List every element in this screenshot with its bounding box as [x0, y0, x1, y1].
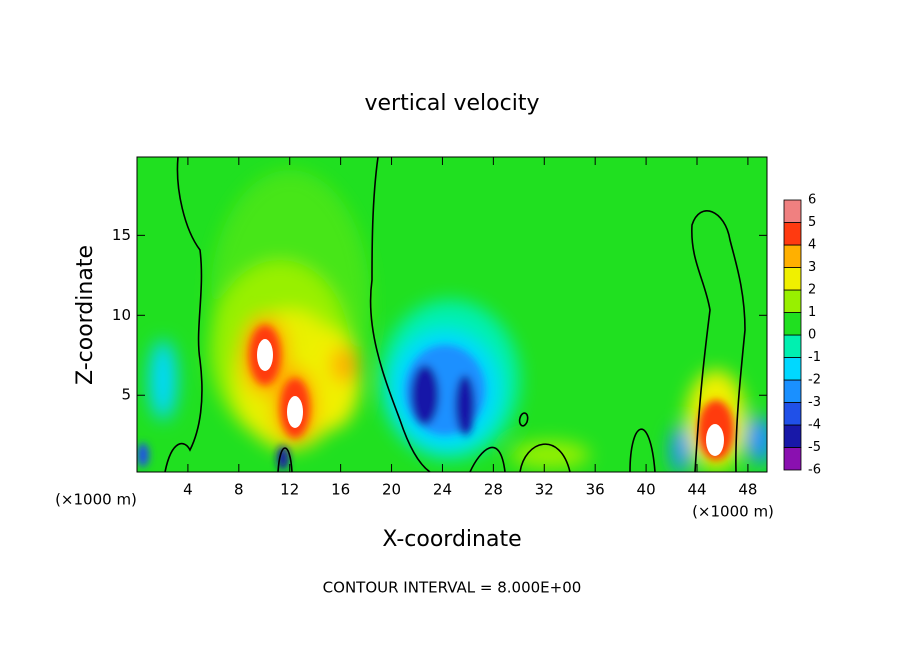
colorbar-segment — [783, 267, 802, 291]
colorbar-segment — [783, 402, 802, 426]
colorbar-segment — [783, 312, 802, 336]
x-tick-label: 28 — [484, 481, 503, 499]
colorbar-segment — [783, 447, 802, 471]
colorbar-segment — [783, 244, 802, 268]
colorbar-segment — [783, 357, 802, 381]
x-tick-label: 48 — [738, 481, 757, 499]
colorbar-label: 0 — [808, 328, 816, 343]
colorbar-label: 1 — [808, 305, 816, 320]
plot-frame — [136, 156, 768, 473]
colorbar-label: -6 — [808, 463, 821, 478]
colorbar-label: -1 — [808, 350, 821, 365]
colorbar-label: -3 — [808, 395, 821, 410]
colorbar-segment — [783, 424, 802, 448]
y-axis-label: Z-coordinate — [73, 245, 98, 385]
colorbar-label: 3 — [808, 260, 816, 275]
colorbar-label: 5 — [808, 215, 816, 230]
footer-note: CONTOUR INTERVAL = 8.000E+00 — [323, 579, 582, 597]
y-tick-label: 10 — [112, 306, 131, 324]
x-tick-label: 44 — [687, 481, 706, 499]
colorbar-segment — [783, 289, 802, 313]
x-tick-label: 24 — [433, 481, 452, 499]
x-tick-label: 36 — [586, 481, 605, 499]
x-axis-label: X-coordinate — [382, 527, 521, 552]
x-tick-label: 4 — [183, 481, 193, 499]
colorbar-label: -4 — [808, 418, 821, 433]
colorbar-label: 2 — [808, 283, 816, 298]
x-tick-label: 8 — [234, 481, 244, 499]
contour-field — [137, 157, 767, 472]
x-tick-label: 16 — [331, 481, 350, 499]
colorbar-label: -5 — [808, 440, 821, 455]
y-tick-label: 15 — [112, 226, 131, 244]
x-tick-label: 40 — [637, 481, 656, 499]
colorbar-segment — [783, 334, 802, 358]
y-tick-label: 5 — [121, 386, 131, 404]
x-unit-label: (×1000 m) — [55, 491, 137, 509]
colorbar-label: 4 — [808, 238, 816, 253]
x-tick-label: 20 — [382, 481, 401, 499]
colorbar-segment — [783, 199, 802, 223]
x-unit-label: (×1000 m) — [692, 503, 774, 521]
colorbar-label: -2 — [808, 373, 821, 388]
colorbar-segment — [783, 222, 802, 246]
chart-title: vertical velocity — [364, 91, 539, 116]
colorbar-segment — [783, 379, 802, 403]
x-tick-label: 32 — [535, 481, 554, 499]
colorbar-label: 6 — [808, 193, 816, 208]
x-tick-label: 12 — [280, 481, 299, 499]
